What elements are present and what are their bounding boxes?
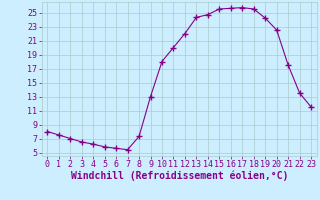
X-axis label: Windchill (Refroidissement éolien,°C): Windchill (Refroidissement éolien,°C)	[70, 171, 288, 181]
